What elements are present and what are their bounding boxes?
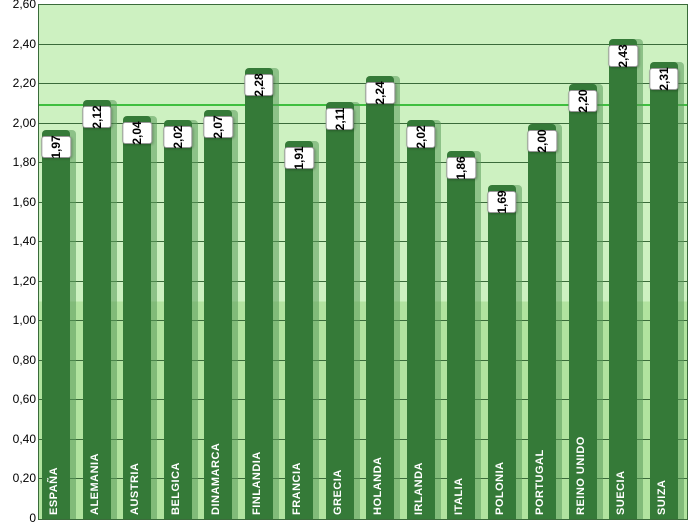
y-tick-label: 0,40 [13, 432, 36, 446]
y-tick-label: 1,20 [13, 274, 36, 288]
bar-polonia: POLONIA 1,69 [485, 185, 526, 519]
value-label: 2,28 [244, 74, 273, 96]
bar-dinamarca: DINAMARCA 2,07 [201, 110, 242, 519]
bar-austria: AUSTRIA 2,04 [120, 116, 161, 519]
value-label: 2,00 [528, 130, 557, 152]
value-label: 2,31 [649, 68, 678, 90]
category-label: SUECIA [615, 470, 627, 515]
bar-finlandia: FINLANDIA 2,28 [242, 68, 283, 519]
y-tick-label: 0 [29, 511, 36, 525]
bar-alemania: ALEMANIA 2,12 [80, 100, 121, 519]
bar [123, 116, 151, 519]
bar-suecia: SUECIA 2,43 [606, 39, 647, 519]
value-label: 2,02 [163, 126, 192, 148]
y-tick-label: 0,20 [13, 471, 36, 485]
bar-francia: FRANCIA 1,91 [282, 141, 323, 519]
value-label: 2,24 [366, 82, 395, 104]
bar-grecia: GRECIA 2,11 [323, 102, 364, 519]
gridline [39, 44, 687, 45]
bar [609, 39, 637, 519]
y-tick-label: 2,40 [13, 37, 36, 51]
bar [326, 102, 354, 519]
y-tick-label: 1,60 [13, 195, 36, 209]
category-label: REINO UNIDO [575, 436, 587, 515]
category-label: SUIZA [656, 480, 668, 516]
y-tick-label: 0,60 [13, 392, 36, 406]
bar-suiza: SUIZA 2,31 [647, 62, 688, 519]
category-label: DINAMARCA [210, 443, 222, 515]
y-tick-label: 2,00 [13, 116, 36, 130]
bar-italia: ITALIA 1,86 [444, 151, 485, 519]
value-label: 1,86 [447, 157, 476, 179]
y-tick-label: 2,60 [13, 0, 36, 11]
y-tick-label: 1,40 [13, 234, 36, 248]
value-label: 2,11 [325, 108, 354, 130]
category-label: ALEMANIA [89, 453, 101, 515]
category-label: IRLANDA [413, 462, 425, 515]
value-label: 2,12 [82, 106, 111, 128]
bar [650, 62, 678, 519]
value-label: 2,07 [204, 116, 233, 138]
value-label: 1,97 [42, 136, 71, 158]
y-tick-label: 2,20 [13, 76, 36, 90]
value-label: 1,69 [487, 191, 516, 213]
category-label: FINLANDIA [251, 451, 263, 515]
bar-españa: ESPAÑA 1,97 [39, 130, 80, 519]
bar [42, 130, 70, 519]
bar [164, 120, 192, 519]
value-label: 2,02 [406, 126, 435, 148]
category-label: HOLANDA [372, 457, 384, 516]
category-label: AUSTRIA [129, 463, 141, 515]
category-label: FRANCIA [291, 462, 303, 515]
category-label: BELGICA [170, 462, 182, 515]
bar [407, 120, 435, 519]
value-label: 2,04 [123, 122, 152, 144]
bar [366, 76, 394, 519]
y-tick-label: 1,00 [13, 313, 36, 327]
category-label: PORTUGAL [534, 449, 546, 515]
y-tick-label: 1,80 [13, 155, 36, 169]
value-label: 2,20 [568, 90, 597, 112]
category-label: POLONIA [494, 461, 506, 515]
category-label: GRECIA [332, 469, 344, 515]
bar-portugal: PORTUGAL 2,00 [525, 124, 566, 519]
bar-irlanda: IRLANDA 2,02 [404, 120, 445, 519]
category-label: ITALIA [453, 477, 465, 515]
category-label: ESPAÑA [48, 467, 60, 515]
bar-belgica: BELGICA 2,02 [161, 120, 202, 519]
bar-holanda: HOLANDA 2,24 [363, 76, 404, 519]
plot-area: ESPAÑA 1,97 ALEMANIA 2,12 AUSTRIA 2,04 BELGICA… [38, 4, 688, 520]
bar-reino-unido: REINO UNIDO 2,20 [566, 84, 607, 519]
bar-chart: ESPAÑA 1,97 ALEMANIA 2,12 AUSTRIA 2,04 BELGICA… [0, 0, 690, 527]
value-label: 2,43 [609, 45, 638, 67]
bar [447, 151, 475, 519]
y-tick-label: 0,80 [13, 353, 36, 367]
value-label: 1,91 [285, 147, 314, 169]
